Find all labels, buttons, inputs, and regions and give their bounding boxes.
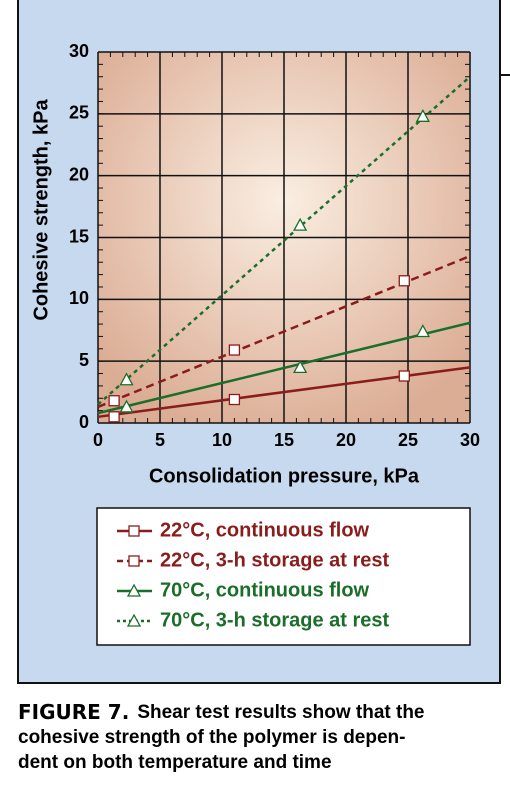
trend-line bbox=[97, 75, 471, 406]
y-axis-title: Cohesive strength, kPa bbox=[30, 99, 52, 321]
y-tick-label: 5 bbox=[79, 350, 89, 370]
plot: 0 5 10 15 20 25 30 0 5 10 15 20 25 30 bbox=[69, 41, 480, 450]
y-tick-label: 15 bbox=[69, 226, 89, 246]
legend-marker bbox=[126, 613, 142, 627]
caption-line: FIGURE 7. Shear test results show that th… bbox=[18, 700, 425, 724]
x-tick-label: 15 bbox=[274, 430, 294, 450]
legend-label: 70°C, continuous flow bbox=[160, 579, 370, 601]
y-tick-label: 25 bbox=[69, 103, 89, 123]
data-point bbox=[415, 324, 430, 338]
legend bbox=[96, 507, 471, 646]
caption-text: Shear test results show that the bbox=[137, 702, 424, 723]
data-point bbox=[108, 395, 120, 407]
legend-label: 22°C, 3-h storage at rest bbox=[160, 549, 390, 571]
legend-marker bbox=[128, 555, 140, 567]
x-axis-title: Consolidation pressure, kPa bbox=[149, 465, 420, 487]
x-tick-label: 5 bbox=[155, 430, 165, 450]
caption-line: cohesive strength of the polymer is depe… bbox=[18, 727, 405, 748]
legend-marker bbox=[128, 525, 140, 537]
y-tick-label: 10 bbox=[69, 288, 89, 308]
trend-line bbox=[97, 321, 471, 415]
data-point bbox=[108, 411, 120, 423]
x-tick-label: 0 bbox=[93, 430, 103, 450]
caption-line: dent on both temperature and time bbox=[18, 752, 332, 773]
data-point bbox=[228, 344, 241, 356]
data-point bbox=[228, 393, 241, 406]
data-point bbox=[398, 275, 410, 287]
data-point bbox=[293, 217, 308, 231]
data-point bbox=[119, 372, 134, 386]
data-point bbox=[293, 359, 308, 374]
x-tick-label: 25 bbox=[398, 430, 418, 450]
caption-label: FIGURE 7. bbox=[18, 700, 129, 724]
legend-label: 22°C, continuous flow bbox=[160, 519, 370, 541]
data-point bbox=[398, 370, 410, 382]
y-tick-label: 30 bbox=[69, 41, 89, 61]
trend-line bbox=[97, 254, 471, 409]
y-tick-label: 0 bbox=[79, 412, 89, 432]
data-point bbox=[119, 399, 134, 413]
legend-items: 22°C, continuous flow 22°C, 3-h storage a… bbox=[117, 519, 390, 631]
x-tick-label: 20 bbox=[336, 430, 356, 450]
y-tick-label: 20 bbox=[69, 164, 89, 184]
legend-marker bbox=[126, 583, 142, 597]
legend-label: 70°C, 3-h storage at rest bbox=[160, 609, 390, 631]
x-tick-label: 30 bbox=[460, 430, 480, 450]
data-point bbox=[415, 108, 430, 122]
x-tick-label: 10 bbox=[212, 430, 232, 450]
